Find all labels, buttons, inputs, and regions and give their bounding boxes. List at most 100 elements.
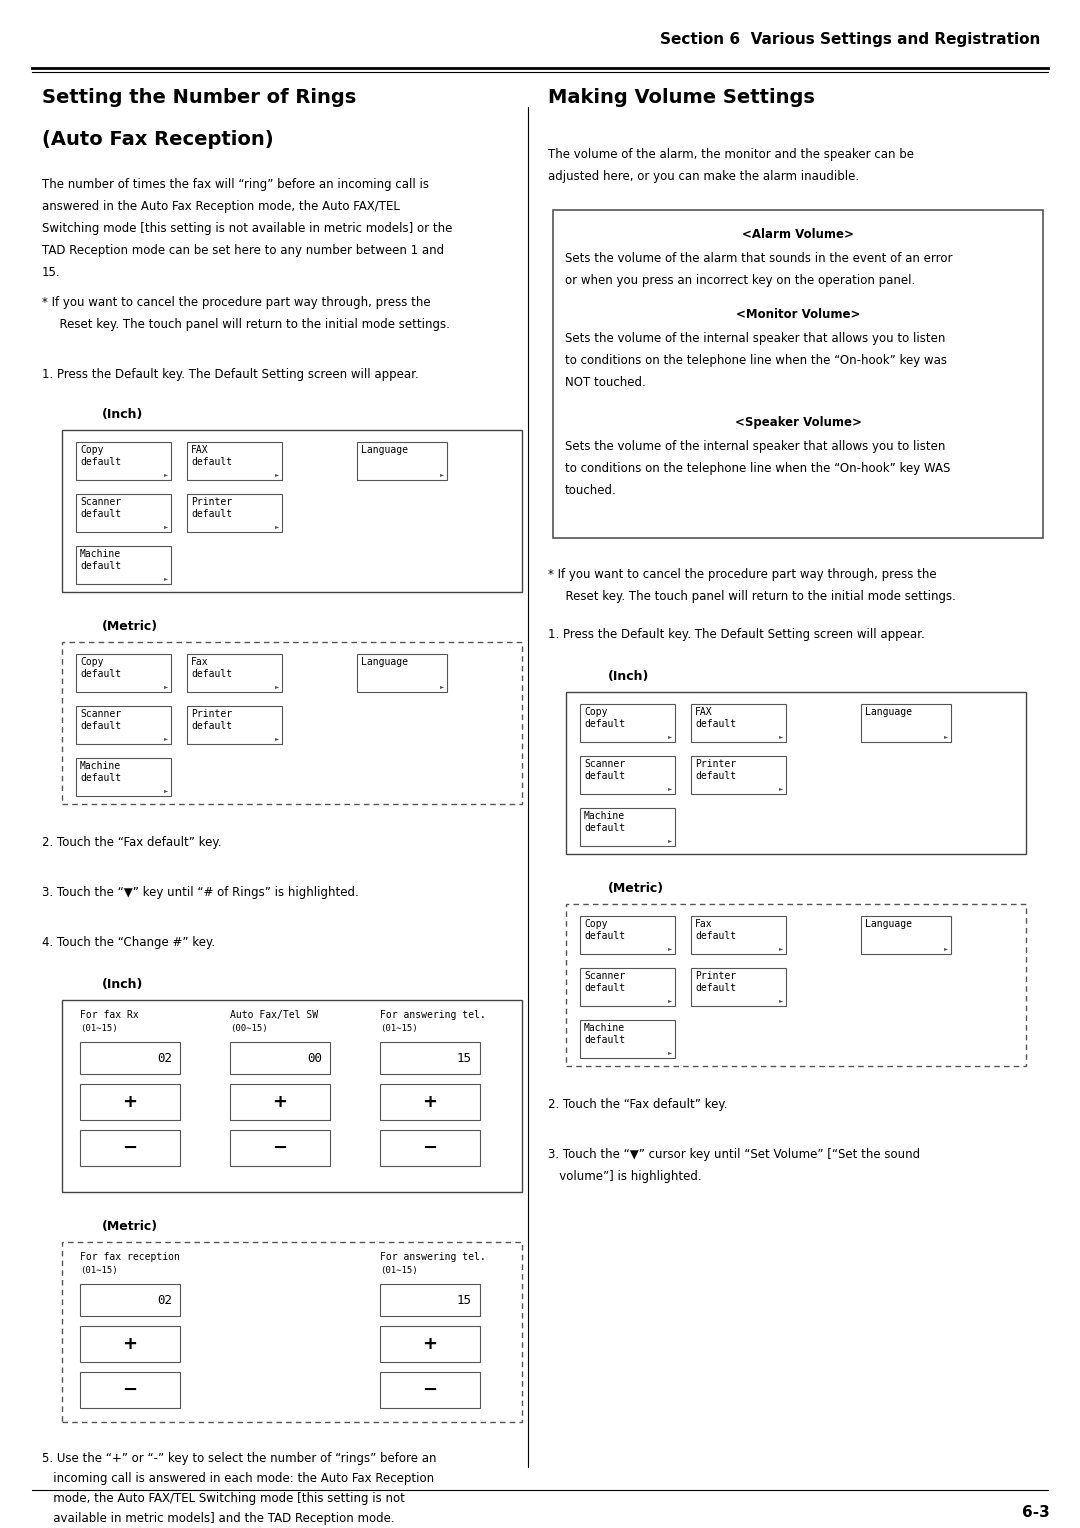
Text: +: +: [122, 1335, 137, 1352]
Text: ►: ►: [667, 998, 672, 1002]
Text: ►: ►: [779, 733, 783, 740]
Text: ►: ►: [164, 685, 168, 689]
Text: ►: ►: [440, 685, 444, 689]
Text: For fax Rx: For fax Rx: [80, 1010, 138, 1021]
Text: (00∼15): (00∼15): [230, 1024, 268, 1033]
Text: Printer
default: Printer default: [191, 709, 232, 730]
Text: 15: 15: [457, 1051, 472, 1065]
Bar: [80, 1131, 180, 1166]
Text: Machine
default: Machine default: [80, 549, 121, 570]
Text: (Auto Fax Reception): (Auto Fax Reception): [42, 130, 273, 150]
Text: −: −: [272, 1138, 287, 1157]
Text: +: +: [422, 1335, 437, 1352]
Bar: [230, 1042, 330, 1074]
Text: 6-3: 6-3: [1023, 1505, 1050, 1520]
Text: Section 6  Various Settings and Registration: Section 6 Various Settings and Registrat…: [660, 32, 1040, 47]
Text: Reset key. The touch panel will return to the initial mode settings.: Reset key. The touch panel will return t…: [558, 590, 956, 604]
Text: ►: ►: [164, 576, 168, 581]
Text: The number of times the fax will “ring” before an incoming call is: The number of times the fax will “ring” …: [42, 177, 429, 191]
Bar: [580, 969, 675, 1005]
Text: 02: 02: [157, 1051, 172, 1065]
Text: Language: Language: [361, 445, 408, 455]
Text: Machine
default: Machine default: [584, 811, 625, 833]
Text: −: −: [122, 1381, 137, 1400]
Text: 15.: 15.: [42, 266, 60, 280]
Text: (Inch): (Inch): [608, 669, 649, 683]
Text: ►: ►: [944, 733, 948, 740]
Text: (01∼15): (01∼15): [380, 1024, 418, 1033]
Text: TAD Reception mode can be set here to any number between 1 and: TAD Reception mode can be set here to an…: [42, 244, 444, 257]
Bar: [62, 429, 522, 591]
Bar: [691, 915, 786, 953]
Text: to conditions on the telephone line when the “On-hook” key WAS: to conditions on the telephone line when…: [565, 461, 950, 475]
Bar: [380, 1083, 480, 1120]
Text: Setting the Number of Rings: Setting the Number of Rings: [42, 89, 356, 107]
Text: Copy
default: Copy default: [584, 918, 625, 941]
Text: ►: ►: [274, 685, 279, 689]
Text: ►: ►: [164, 788, 168, 793]
Text: <Speaker Volume>: <Speaker Volume>: [734, 416, 862, 429]
Text: Machine
default: Machine default: [80, 761, 121, 782]
Bar: [80, 1042, 180, 1074]
Bar: [80, 1284, 180, 1316]
Bar: [691, 969, 786, 1005]
Text: 3. Touch the “▼” key until “# of Rings” is highlighted.: 3. Touch the “▼” key until “# of Rings” …: [42, 886, 359, 898]
Text: incoming call is answered in each mode: the Auto Fax Reception: incoming call is answered in each mode: …: [42, 1471, 434, 1485]
Bar: [691, 756, 786, 795]
Text: touched.: touched.: [565, 484, 617, 497]
Text: (01∼15): (01∼15): [380, 1267, 418, 1274]
Text: ►: ►: [779, 946, 783, 950]
Text: Printer
default: Printer default: [696, 970, 737, 993]
Bar: [80, 1326, 180, 1361]
Text: answered in the Auto Fax Reception mode, the Auto FAX/TEL: answered in the Auto Fax Reception mode,…: [42, 200, 400, 212]
Bar: [580, 808, 675, 847]
Bar: [580, 704, 675, 743]
Text: Copy
default: Copy default: [80, 657, 121, 678]
Bar: [76, 494, 171, 532]
Bar: [380, 1326, 480, 1361]
Bar: [580, 756, 675, 795]
Text: (Metric): (Metric): [102, 1219, 158, 1233]
Text: (Inch): (Inch): [102, 408, 144, 422]
Text: mode, the Auto FAX/TEL Switching mode [this setting is not: mode, the Auto FAX/TEL Switching mode [t…: [42, 1491, 405, 1505]
Text: Making Volume Settings: Making Volume Settings: [548, 89, 815, 107]
Bar: [357, 654, 447, 692]
Text: 02: 02: [157, 1294, 172, 1306]
Text: Scanner
default: Scanner default: [584, 759, 625, 781]
Text: FAX
default: FAX default: [191, 445, 232, 466]
Text: +: +: [122, 1093, 137, 1111]
Bar: [380, 1284, 480, 1316]
Text: adjusted here, or you can make the alarm inaudible.: adjusted here, or you can make the alarm…: [548, 170, 859, 183]
Text: or when you press an incorrect key on the operation panel.: or when you press an incorrect key on th…: [565, 274, 915, 287]
Text: 1. Press the Default key. The Default Setting screen will appear.: 1. Press the Default key. The Default Se…: [548, 628, 924, 642]
Text: ►: ►: [944, 946, 948, 950]
Text: −: −: [422, 1138, 437, 1157]
Text: The volume of the alarm, the monitor and the speaker can be: The volume of the alarm, the monitor and…: [548, 148, 914, 160]
Bar: [580, 915, 675, 953]
Bar: [380, 1372, 480, 1407]
Text: <Alarm Volume>: <Alarm Volume>: [742, 228, 854, 241]
Bar: [580, 1021, 675, 1057]
Bar: [80, 1372, 180, 1407]
Text: Sets the volume of the internal speaker that allows you to listen: Sets the volume of the internal speaker …: [565, 440, 945, 452]
Bar: [80, 1083, 180, 1120]
Bar: [76, 654, 171, 692]
Text: * If you want to cancel the procedure part way through, press the: * If you want to cancel the procedure pa…: [42, 296, 431, 309]
Text: Language: Language: [865, 918, 912, 929]
Bar: [187, 654, 282, 692]
Text: Copy
default: Copy default: [80, 445, 121, 466]
Text: 2. Touch the “Fax default” key.: 2. Touch the “Fax default” key.: [42, 836, 221, 850]
Text: ►: ►: [667, 785, 672, 792]
Text: Copy
default: Copy default: [584, 707, 625, 729]
Text: * If you want to cancel the procedure part way through, press the: * If you want to cancel the procedure pa…: [548, 568, 936, 581]
Text: ►: ►: [164, 736, 168, 741]
Text: Switching mode [this setting is not available in metric models] or the: Switching mode [this setting is not avai…: [42, 222, 453, 235]
Text: (01∼15): (01∼15): [80, 1024, 118, 1033]
Bar: [62, 1242, 522, 1423]
Text: Fax
default: Fax default: [696, 918, 737, 941]
Text: −: −: [422, 1381, 437, 1400]
Text: NOT touched.: NOT touched.: [565, 376, 646, 390]
Text: +: +: [422, 1093, 437, 1111]
Text: 2. Touch the “Fax default” key.: 2. Touch the “Fax default” key.: [548, 1099, 728, 1111]
Bar: [861, 704, 951, 743]
